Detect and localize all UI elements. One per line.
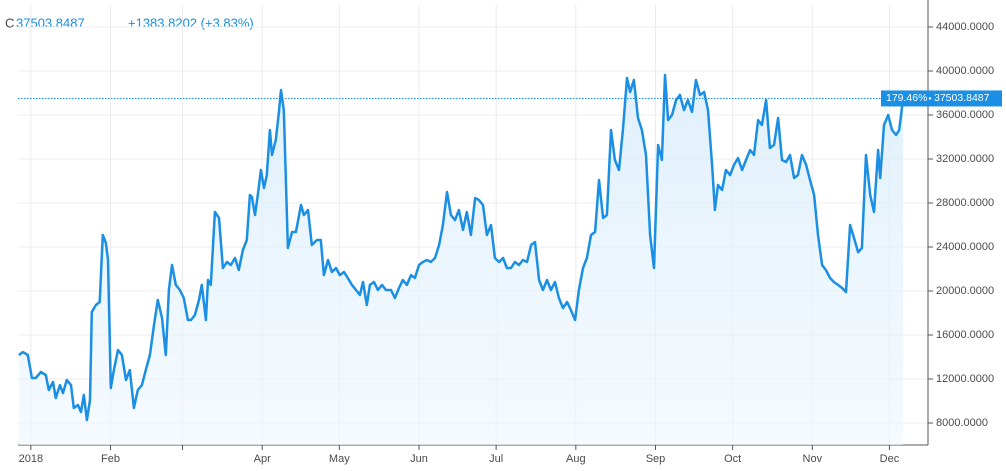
y-tick-label: 32000.0000	[936, 153, 994, 165]
y-tick-label: 40000.0000	[936, 65, 994, 77]
separator	[928, 97, 932, 100]
x-tick-label: Nov	[803, 453, 823, 465]
price: 37503.8487	[16, 15, 85, 30]
y-tick-label: 28000.0000	[936, 197, 994, 209]
y-tick-label: 36000.0000	[936, 109, 994, 121]
y-tick-label: 44000.0000	[936, 21, 994, 33]
x-tick-label: Apr	[254, 453, 271, 465]
y-tick-label: 16000.0000	[936, 329, 994, 341]
x-tick-label: Feb	[101, 453, 120, 465]
price-percent: 179.46%	[886, 92, 927, 104]
symbol: C	[5, 15, 14, 30]
x-tick-label: Aug	[566, 453, 586, 465]
price-value: 37503.8487	[934, 92, 990, 104]
y-tick-label: 20000.0000	[936, 285, 994, 297]
y-tick-label: 24000.0000	[936, 241, 994, 253]
x-tick-label: Jul	[489, 453, 503, 465]
area	[18, 75, 904, 445]
y-tick-label: 12000.0000	[936, 373, 994, 385]
x-tick-label: Oct	[724, 453, 741, 465]
x-tick-label: 2018	[19, 453, 43, 465]
x-tick-label: Dec	[880, 453, 900, 465]
x-tick-label: Jun	[410, 453, 428, 465]
x-tick-label: Sep	[646, 453, 666, 465]
change: +1383.8202 (+3.83%)	[128, 15, 254, 30]
line	[18, 73, 905, 422]
price-tag	[881, 90, 1002, 107]
x-tick-label: May	[329, 453, 350, 465]
y-tick-label: 8000.0000	[936, 417, 988, 429]
